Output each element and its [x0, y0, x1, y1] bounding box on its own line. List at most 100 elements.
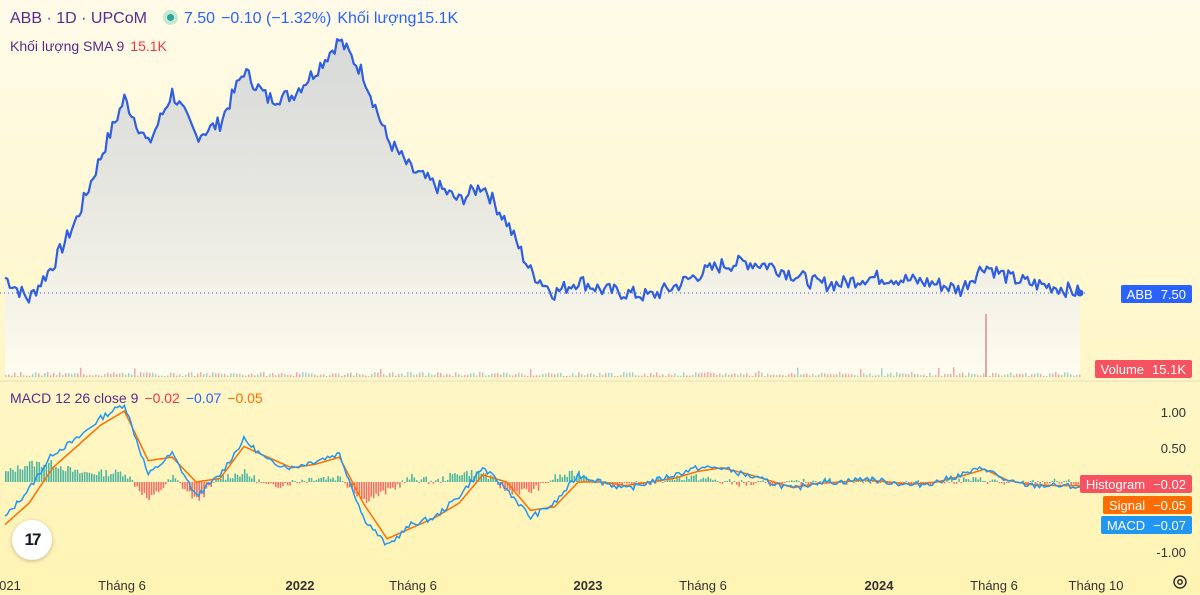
- histogram-bar: [320, 477, 322, 482]
- volume-bar: [755, 372, 757, 377]
- macd-label: MACD 12 26 close 9: [10, 390, 139, 406]
- macd-axis-label: -1.00: [1156, 545, 1186, 560]
- histogram-bar: [681, 480, 683, 482]
- volume-bar: [980, 375, 982, 377]
- histogram-bar: [251, 478, 253, 482]
- x-axis-label: Tháng 6: [98, 578, 146, 593]
- histogram-bar: [621, 482, 623, 486]
- histogram-bar: [638, 482, 640, 484]
- histogram-bar: [387, 482, 389, 488]
- histogram-bar: [573, 475, 576, 482]
- volume-bar: [1076, 374, 1078, 377]
- histogram-bar: [444, 481, 447, 482]
- histogram-bar: [418, 482, 420, 483]
- histogram-bar: [786, 481, 788, 482]
- volume-bar: [131, 374, 133, 377]
- volume-bar: [443, 375, 445, 377]
- volume-bar: [764, 375, 766, 377]
- histogram-bar: [174, 478, 177, 482]
- volume-bar: [1043, 375, 1045, 377]
- volume-bar: [311, 373, 313, 377]
- histogram-bar: [248, 476, 251, 482]
- volume-bar: [920, 374, 922, 377]
- volume-bar: [194, 375, 196, 377]
- volume-bar: [806, 373, 808, 377]
- symbol-title[interactable]: ABB · 1D · UPCoM: [10, 10, 147, 27]
- volume-bar: [611, 373, 613, 377]
- histogram-bar: [272, 482, 275, 485]
- histogram-bar: [136, 482, 138, 487]
- histogram-bar: [179, 482, 181, 484]
- histogram-bar: [98, 471, 100, 482]
- volume-bar: [506, 372, 508, 377]
- volume-bar: [1031, 374, 1033, 377]
- histogram-bar: [384, 482, 387, 495]
- macd-lines: [4, 403, 1081, 547]
- histogram-bar: [143, 482, 146, 493]
- histogram-bar: [724, 481, 726, 482]
- histogram-bar: [568, 471, 571, 482]
- volume-bar: [50, 375, 52, 377]
- volume-bar: [842, 373, 844, 377]
- volume-bar: [62, 374, 64, 377]
- histogram-bar: [989, 480, 991, 482]
- volume-bar: [683, 372, 685, 377]
- volume-bar: [632, 372, 634, 377]
- histogram-bar: [1005, 482, 1008, 483]
- histogram-bar: [327, 476, 330, 482]
- volume-bar: [674, 373, 676, 377]
- volume-bar: [944, 374, 946, 377]
- volume-bar: [464, 375, 466, 377]
- histogram-bar: [905, 481, 908, 482]
- volume-bar: [335, 373, 337, 377]
- sma-legend[interactable]: Khối lượng SMA 9 15.1K: [10, 38, 173, 54]
- volume-bar: [743, 374, 745, 377]
- histogram-bar: [994, 479, 996, 482]
- volume-bar: [35, 372, 37, 377]
- histogram-bar: [743, 482, 745, 483]
- histogram-bar: [124, 474, 127, 482]
- volume-bar: [752, 375, 754, 377]
- histogram-bar: [260, 482, 263, 483]
- histogram-bar: [430, 480, 432, 482]
- histogram-bar: [62, 470, 64, 482]
- histogram-bar: [814, 481, 817, 482]
- volume-bar: [404, 375, 406, 377]
- histogram-bar: [470, 470, 473, 482]
- histogram-bar: [365, 482, 368, 504]
- volume-bar: [308, 373, 310, 377]
- histogram-bar: [162, 482, 165, 489]
- settings-gear-icon[interactable]: [1172, 574, 1188, 590]
- histogram-bar: [967, 479, 970, 482]
- volume-bar: [641, 375, 643, 377]
- volume-bar: [785, 375, 787, 377]
- volume-bar: [1016, 373, 1018, 377]
- histogram-bar: [102, 476, 105, 482]
- histogram-bar: [282, 482, 284, 487]
- histogram-bar: [24, 466, 26, 482]
- volume-bar: [575, 375, 577, 377]
- price-change: −0.10 (−1.32%): [221, 10, 332, 27]
- volume-bar: [92, 375, 94, 377]
- histogram-bar: [683, 480, 686, 482]
- volume-bar: [515, 374, 517, 377]
- histogram-bar: [695, 474, 697, 482]
- volume-bar: [152, 372, 154, 377]
- histogram-bar: [258, 479, 260, 482]
- histogram-bar: [349, 482, 351, 488]
- histogram-bar: [700, 479, 702, 482]
- volume-bar: [167, 375, 169, 377]
- histogram-bar: [521, 482, 523, 490]
- histogram-bar: [793, 481, 795, 482]
- tradingview-logo-icon[interactable]: 17: [12, 520, 52, 560]
- volume-bar: [191, 372, 193, 377]
- histogram-bar: [633, 482, 635, 489]
- histogram-bar: [55, 467, 57, 482]
- volume-bar: [869, 373, 871, 377]
- volume-bar: [1013, 375, 1015, 377]
- histogram-bar: [1001, 482, 1003, 483]
- histogram-bar: [566, 476, 568, 482]
- macd-legend[interactable]: MACD 12 26 close 9 −0.02 −0.07 −0.05: [10, 390, 269, 406]
- histogram-bar: [141, 482, 143, 495]
